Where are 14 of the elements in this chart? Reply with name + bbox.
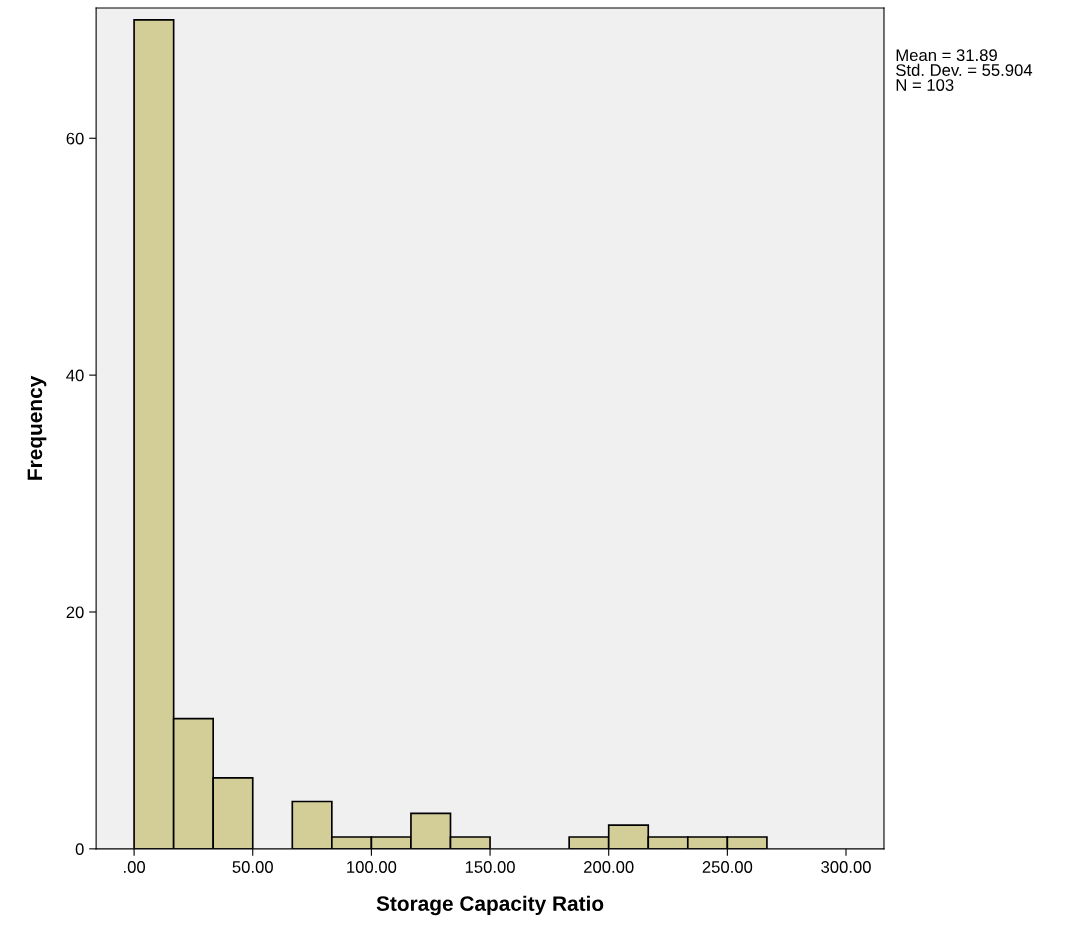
x-tick-label: 50.00 bbox=[232, 861, 273, 873]
x-tick-label: 250.00 bbox=[702, 861, 753, 873]
y-tick-label: 60 bbox=[66, 132, 84, 145]
x-tick-label: 300.00 bbox=[821, 861, 871, 873]
x-tick-label: 150.00 bbox=[465, 861, 515, 873]
y-tick-label: 0 bbox=[75, 843, 84, 856]
x-tick-label: .00 bbox=[124, 861, 146, 873]
x-axis-title: Storage Capacity Ratio bbox=[376, 895, 604, 916]
y-axis-title: Frequency bbox=[27, 375, 47, 480]
y-tick-label: 40 bbox=[66, 369, 84, 382]
text: Mean = 31.89 Std. Dev. = 55.904 N = 103 bbox=[896, 49, 1033, 91]
x-tick-label: 100.00 bbox=[347, 861, 397, 873]
x-tick-label: 200.00 bbox=[584, 861, 634, 873]
y-tick-label: 20 bbox=[66, 606, 84, 619]
